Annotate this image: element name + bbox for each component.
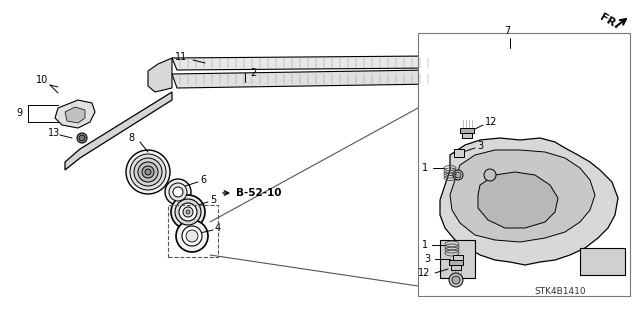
Circle shape: [455, 172, 461, 178]
Text: 1: 1: [422, 240, 428, 250]
Circle shape: [169, 183, 187, 201]
Text: 4: 4: [215, 223, 221, 233]
Circle shape: [138, 162, 158, 182]
Circle shape: [453, 170, 463, 180]
Circle shape: [179, 203, 197, 221]
Bar: [168, 205, 218, 257]
Text: 6: 6: [200, 175, 206, 185]
Circle shape: [126, 150, 170, 194]
Polygon shape: [462, 133, 472, 138]
Circle shape: [182, 226, 202, 246]
Polygon shape: [172, 56, 435, 70]
Circle shape: [173, 187, 183, 197]
Text: 3: 3: [424, 254, 430, 264]
Polygon shape: [440, 240, 475, 278]
Bar: [453, 255, 463, 262]
Bar: [418, 33, 630, 296]
Circle shape: [165, 179, 191, 205]
Circle shape: [142, 166, 154, 178]
Polygon shape: [478, 172, 558, 228]
Circle shape: [145, 169, 151, 175]
Text: 1: 1: [422, 163, 428, 173]
Text: 12: 12: [418, 268, 430, 278]
Circle shape: [77, 133, 87, 143]
Polygon shape: [148, 58, 172, 92]
Circle shape: [452, 276, 460, 284]
Circle shape: [183, 207, 193, 217]
Polygon shape: [435, 56, 447, 84]
Polygon shape: [451, 265, 461, 270]
Circle shape: [130, 154, 166, 190]
Text: 12: 12: [485, 117, 497, 127]
Polygon shape: [580, 248, 625, 275]
Bar: [454, 149, 464, 157]
Polygon shape: [65, 92, 172, 170]
Text: 2: 2: [250, 68, 256, 78]
Circle shape: [134, 158, 162, 186]
Polygon shape: [460, 128, 474, 133]
Text: 13: 13: [48, 128, 60, 138]
Circle shape: [186, 230, 198, 242]
Text: 10: 10: [36, 75, 48, 85]
Circle shape: [484, 169, 496, 181]
Text: B-52-10: B-52-10: [236, 188, 282, 198]
Text: FR.: FR.: [598, 12, 621, 32]
Text: 3: 3: [477, 141, 483, 151]
Text: 8: 8: [128, 133, 134, 143]
Polygon shape: [449, 260, 463, 265]
Text: 9: 9: [16, 108, 22, 118]
Polygon shape: [65, 107, 85, 123]
Circle shape: [79, 135, 85, 141]
Circle shape: [175, 199, 201, 225]
Polygon shape: [440, 138, 618, 265]
Text: 11: 11: [175, 52, 188, 62]
Polygon shape: [450, 150, 595, 242]
Circle shape: [171, 195, 205, 229]
Polygon shape: [55, 100, 95, 128]
Circle shape: [176, 220, 208, 252]
Circle shape: [449, 273, 463, 287]
Text: 5: 5: [210, 195, 216, 205]
Circle shape: [186, 210, 190, 214]
Polygon shape: [172, 70, 435, 88]
Text: STK4B1410: STK4B1410: [534, 287, 586, 296]
Text: 7: 7: [504, 26, 510, 36]
